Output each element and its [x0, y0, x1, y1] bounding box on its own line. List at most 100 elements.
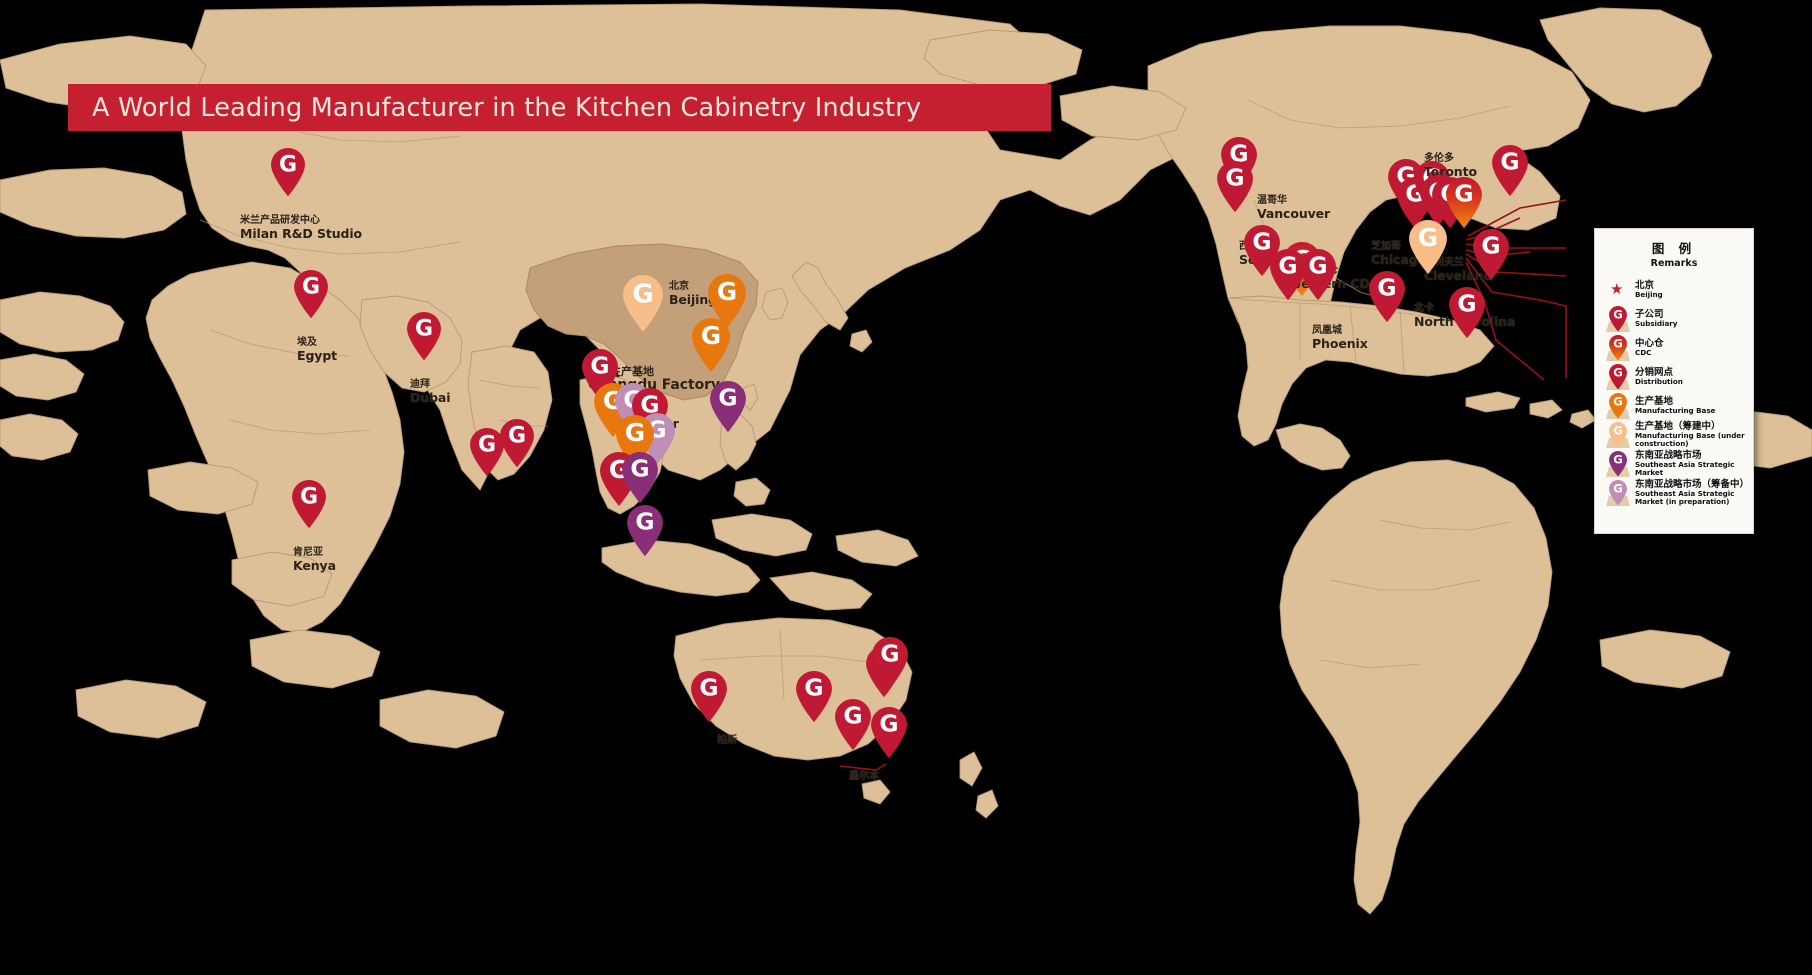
legend-pin: G — [1609, 393, 1627, 424]
map-label-beijing: 北京 Beijing — [669, 281, 718, 307]
svg-text:G: G — [880, 641, 899, 668]
legend-label-en: CDC — [1635, 348, 1652, 358]
legend-row-5: G 生产基地（筹建中） Manufacturing Base (under cons… — [1601, 421, 1747, 449]
pin-icon-orange: G — [692, 318, 730, 377]
map-label-en: Milan R&D Studio — [240, 225, 363, 241]
legend-text: 北京 Beijing — [1635, 279, 1747, 299]
legend-text: 东南亚战略市场（筹备中） Southeast Asia Strategic Mar… — [1635, 479, 1750, 506]
map-label-en: Cleveland — [1424, 267, 1493, 283]
svg-text:G: G — [701, 321, 721, 350]
svg-text:G: G — [279, 152, 297, 177]
legend-label-cn: 东南亚战略市场 — [1635, 450, 1702, 462]
legend-pin: G — [1609, 451, 1627, 482]
svg-text:G: G — [1500, 149, 1519, 176]
map-label-cn: 墨尔本 — [849, 771, 879, 782]
map-label-en: Phoenix — [1312, 335, 1368, 351]
svg-text:G: G — [1613, 452, 1623, 466]
svg-text:G: G — [718, 385, 737, 412]
legend-label-cn: 东南亚战略市场（筹备中） — [1635, 479, 1750, 491]
legend-label-cn: 北京 — [1635, 279, 1655, 291]
pin-icon-crimson: G — [292, 479, 326, 533]
map-label-dubai: 迪拜 Dubai — [410, 379, 451, 405]
map-label-vancouver: 温哥华 Vancouver — [1257, 195, 1330, 219]
pin-icon-peach: G — [1409, 220, 1447, 279]
map-label-en: Chicago — [1371, 251, 1427, 267]
map-label-cn: 柏斯 — [717, 735, 737, 746]
svg-text:G: G — [1481, 233, 1500, 260]
pin-icon-crimson: G — [1270, 248, 1306, 305]
map-label-en: Toronto — [1424, 163, 1477, 179]
svg-text:G: G — [300, 484, 318, 509]
svg-text:G: G — [415, 316, 433, 341]
pin-icon-orange: G — [708, 274, 746, 333]
svg-text:G: G — [699, 675, 718, 702]
map-label-en: Egypt — [297, 347, 338, 363]
svg-text:G: G — [632, 280, 653, 310]
legend-row-7: G 东南亚战略市场（筹备中） Southeast Asia Strategic Ma… — [1601, 479, 1750, 507]
legend-text: 生产基地（筹建中） Manufacturing Base (under const… — [1635, 421, 1747, 448]
map-label-kenya: 肯尼亚 Kenya — [293, 547, 336, 571]
svg-text:G: G — [1308, 253, 1327, 280]
svg-text:G: G — [508, 423, 526, 448]
pin-icon-purple: G — [627, 504, 663, 561]
pin-icon-crimson: G — [500, 418, 534, 472]
map-label-cn: 肯尼亚 — [293, 547, 323, 558]
pin-icon-gradient: G — [1601, 334, 1635, 362]
map-label-cn: 克利夫兰 — [1424, 257, 1464, 268]
svg-text:G: G — [1454, 181, 1473, 208]
pin-icon-peach: G — [1601, 421, 1635, 449]
legend-label-cn: 子公司 — [1635, 308, 1664, 320]
legend-label-en: Southeast Asia Strategic Market — [1635, 460, 1735, 478]
svg-text:G: G — [1278, 253, 1297, 280]
map-label-chicago-b: 芝加哥 Chicago — [1371, 241, 1427, 267]
legend-label-cn: 生产基地 — [1635, 395, 1674, 407]
svg-text:G: G — [1613, 307, 1623, 321]
svg-text:G: G — [1418, 223, 1438, 252]
pin-icon-gradient: G — [1446, 176, 1482, 233]
map-label-en: Beijing — [669, 291, 718, 307]
pin-icon-purple: G — [710, 380, 746, 437]
legend-text: 分销网点 Distribution — [1635, 367, 1747, 386]
legend-pin: G — [1609, 480, 1627, 511]
legend-label-en: Subsidiary — [1635, 319, 1678, 329]
legend-text: 中心仓 CDC — [1635, 337, 1747, 358]
legend-text: 生产基地 Manufacturing Base — [1635, 395, 1747, 416]
legend-row-6: G 东南亚战略市场 Southeast Asia Strategic Market — [1601, 450, 1747, 478]
svg-text:G: G — [302, 274, 320, 299]
pin-icon-crimson: G — [1369, 270, 1405, 327]
map-label-toronto: 多伦多 Toronto — [1424, 153, 1477, 179]
pin-icon-crimson: G — [1492, 144, 1528, 201]
legend-title-en: Remarks — [1650, 258, 1698, 269]
legend-row-2: G 中心仓 CDC — [1601, 334, 1747, 362]
map-label-cn: 北卡 — [1414, 303, 1434, 314]
legend-row-1: G 子公司 Subsidiary — [1601, 305, 1747, 333]
legend-text: 东南亚战略市场 Southeast Asia Strategic Market — [1635, 450, 1747, 478]
legend-row-0: ★ 北京 Beijing — [1601, 276, 1747, 304]
legend-row-3: G 分销网点 Distribution — [1601, 363, 1747, 391]
legend-pin: G — [1609, 306, 1627, 337]
legend-label-cn: 中心仓 — [1635, 337, 1664, 349]
svg-text:G: G — [635, 509, 654, 536]
legend-label-en: Manufacturing Base — [1635, 406, 1716, 416]
pin-icon-crimson: G — [470, 427, 504, 481]
map-label-en: Dubai — [410, 389, 451, 405]
pin-icon-red: G — [1601, 363, 1635, 391]
map-label-egypt: 埃及 Egypt — [297, 337, 338, 363]
svg-text:G: G — [1613, 481, 1623, 495]
pin-icon-purple: G — [622, 451, 658, 508]
svg-text:G: G — [1252, 229, 1271, 256]
svg-text:G: G — [625, 418, 645, 447]
pin-icon-crimson: G — [1473, 228, 1509, 285]
pin-icon-lilac: G — [1601, 479, 1635, 507]
pin-icon-crimson: G — [1601, 305, 1635, 333]
map-label-cleveland-b: 克利夫兰 Cleveland — [1424, 257, 1493, 283]
legend-title: 图 例 Remarks — [1595, 229, 1753, 269]
pin-icon-crimson: G — [407, 311, 441, 365]
map-label-cn: 多伦多 — [1424, 153, 1454, 164]
svg-text:G: G — [1225, 165, 1244, 192]
svg-text:G: G — [1457, 291, 1476, 318]
title-banner: A World Leading Manufacturer in the Kitc… — [68, 84, 1051, 131]
map-label-cn: 米兰产品研发中心 — [240, 215, 320, 226]
